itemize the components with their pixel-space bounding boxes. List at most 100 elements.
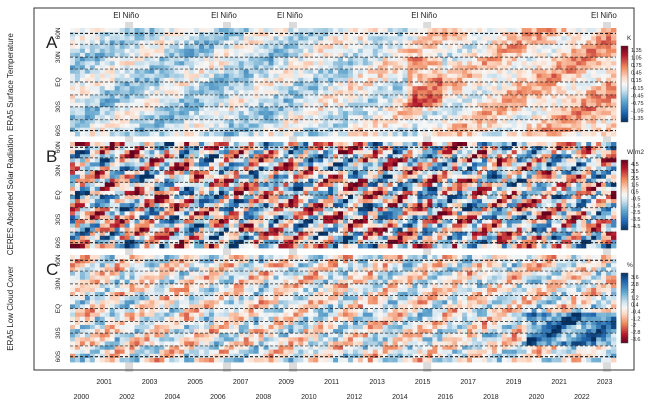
heatmap-cell (328, 170, 334, 176)
y-tick-label: EQ (55, 77, 62, 86)
heatmap-cell (79, 65, 86, 70)
heatmap-cell (427, 61, 433, 66)
heatmap-cell (179, 52, 185, 58)
heatmap-cell (174, 223, 180, 229)
heatmap-cell (387, 186, 394, 192)
heatmap-cell (233, 211, 240, 216)
heatmap-cell (184, 158, 190, 163)
heatmap-cell (407, 115, 413, 120)
heatmap-cell (129, 154, 135, 159)
heatmap-cell (392, 48, 398, 54)
heatmap-cell (169, 115, 175, 120)
heatmap-cell (129, 211, 135, 216)
heatmap-cell (452, 215, 458, 220)
heatmap-cell (208, 231, 215, 237)
heatmap-cell (347, 215, 354, 220)
heatmap-cell (238, 235, 245, 241)
heatmap-cell (308, 199, 314, 204)
heatmap-cell (89, 69, 96, 75)
heatmap-cell (437, 158, 443, 163)
heatmap-cell (139, 207, 145, 212)
heatmap-cell (556, 36, 562, 41)
heatmap-cell (591, 36, 597, 41)
heatmap-cell (228, 235, 235, 241)
heatmap-cell (139, 195, 145, 200)
heatmap-cell (501, 90, 508, 95)
heatmap-cell (174, 199, 180, 204)
heatmap-cell (213, 170, 220, 176)
heatmap-cell (571, 111, 577, 116)
heatmap-cell (228, 40, 235, 46)
heatmap-cell (263, 231, 269, 237)
heatmap-cell (452, 243, 458, 249)
heatmap-cell (372, 94, 379, 100)
heatmap-cell (134, 73, 140, 79)
heatmap-cell (318, 73, 324, 79)
heatmap-cell (571, 52, 577, 58)
heatmap-cell (223, 115, 230, 120)
heatmap-cell (601, 36, 607, 41)
heatmap-cell (104, 69, 111, 75)
heatmap-cell (372, 98, 379, 104)
heatmap-cell (208, 142, 215, 147)
heatmap-cell (89, 94, 96, 100)
heatmap-cell (278, 57, 284, 62)
heatmap-cell (318, 111, 324, 116)
heatmap-cell (94, 182, 101, 188)
heatmap-cell (472, 44, 478, 50)
heatmap-cell (303, 190, 309, 196)
heatmap-cell (313, 48, 319, 54)
heatmap-cell (347, 170, 354, 176)
heatmap-cell (611, 57, 617, 62)
heatmap-cell (318, 82, 324, 87)
heatmap-cell (104, 203, 111, 208)
heatmap-cell (432, 154, 438, 159)
heatmap-cell (104, 115, 111, 120)
heatmap-cell (223, 158, 230, 163)
heatmap-cell (462, 82, 468, 87)
heatmap-cell (218, 211, 225, 216)
heatmap-cell (531, 36, 537, 41)
heatmap-cell (278, 195, 284, 200)
heatmap-cell (199, 207, 205, 212)
heatmap-cell (442, 36, 448, 41)
heatmap-cell (601, 69, 607, 75)
heatmap-cell (174, 73, 180, 79)
heatmap-cell (501, 77, 508, 83)
heatmap-cell (228, 190, 235, 196)
heatmap-cell (303, 82, 309, 87)
heatmap-cell (278, 65, 284, 70)
heatmap-cell (283, 52, 289, 58)
heatmap-cell (546, 94, 552, 100)
heatmap-cell (511, 69, 518, 75)
heatmap-cell (283, 239, 289, 245)
heatmap-cell (129, 203, 135, 208)
heatmap-cell (437, 219, 443, 224)
heatmap-cell (288, 239, 294, 245)
heatmap-cell (486, 115, 493, 120)
heatmap-cell (194, 119, 200, 124)
heatmap-cell (596, 94, 602, 100)
heatmap-cell (179, 215, 185, 220)
heatmap-cell (273, 77, 279, 83)
heatmap-cell (407, 77, 413, 83)
heatmap-cell (318, 65, 324, 70)
heatmap-cell (586, 90, 592, 95)
heatmap-cell (347, 207, 354, 212)
heatmap-cell (74, 186, 81, 192)
heatmap-cell (308, 57, 314, 62)
heatmap-cell (278, 211, 284, 216)
heatmap-cell (427, 82, 433, 87)
heatmap-cell (422, 231, 428, 237)
heatmap-cell (119, 36, 125, 41)
heatmap-cell (263, 90, 269, 95)
heatmap-cell (432, 215, 438, 220)
heatmap-cell (258, 73, 264, 79)
heatmap-cell (481, 82, 488, 87)
heatmap-cell (199, 115, 205, 120)
heatmap-cell (189, 154, 195, 159)
heatmap-cell (194, 243, 200, 249)
heatmap-cell (407, 102, 413, 108)
heatmap-cell (333, 131, 339, 137)
heatmap-cell (357, 98, 364, 104)
